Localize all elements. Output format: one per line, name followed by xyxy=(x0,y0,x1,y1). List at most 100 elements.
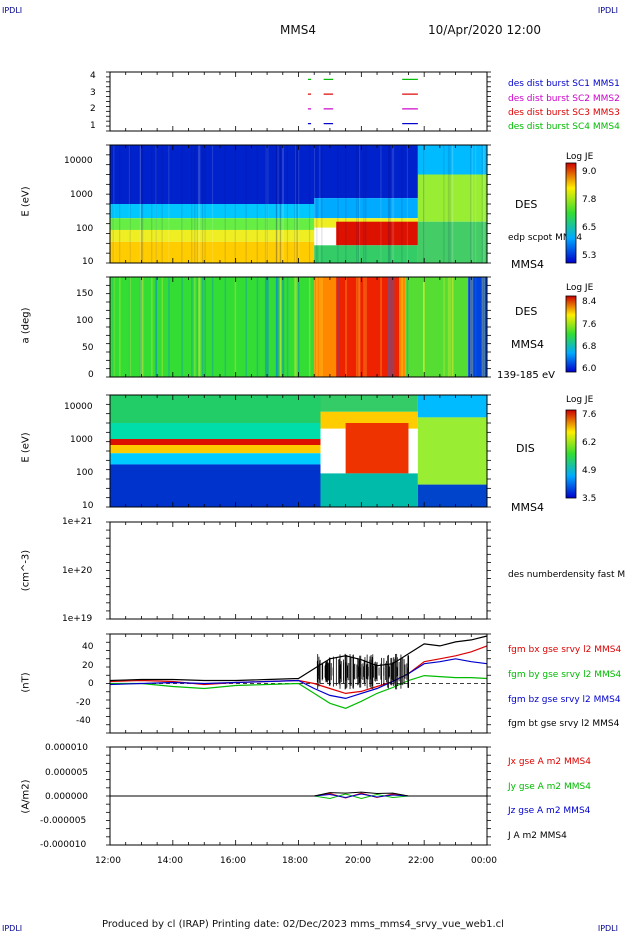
des-pa-stripe-14 xyxy=(140,277,142,377)
current-legend-jy: Jy gse A m2 MMS4 xyxy=(508,782,591,792)
avail-legend-sc2: des dist burst SC2 MMS2 xyxy=(508,94,620,104)
dis-e-band-3 xyxy=(110,453,321,465)
des-pa-stripe-15 xyxy=(443,277,445,377)
des-pa-stripe-16 xyxy=(337,277,339,377)
des-e-title: DES xyxy=(515,198,538,211)
current-ytick-10: 0.000010 xyxy=(45,743,88,753)
dis-e-band-0 xyxy=(110,395,321,423)
avail-legend-sc3: des dist burst SC3 MMS3 xyxy=(508,108,620,118)
dis-e-ytick-100: 100 xyxy=(76,468,94,478)
des-e-stripe-68 xyxy=(471,145,473,263)
des-e-stripe-1 xyxy=(201,145,204,263)
corner-label-tl: IPDLI xyxy=(2,6,23,15)
current-series-j xyxy=(110,791,487,797)
des-pa-stripe-26 xyxy=(391,277,394,377)
dis-e-cbar-title: Log JE xyxy=(566,395,594,405)
current-ytick-5: 0.000005 xyxy=(45,768,88,778)
des-pa-stripe-28 xyxy=(191,277,193,377)
des-pa-stripe-25 xyxy=(475,277,477,377)
des-e-ytick-1000: 1000 xyxy=(70,190,93,200)
des-e-band-11 xyxy=(417,174,487,222)
field-ytick-0: 0 xyxy=(88,679,94,689)
des-e-stripe-19 xyxy=(265,145,267,263)
des-pa-stripe-49 xyxy=(245,277,247,377)
des-e-sc-label: MMS4 xyxy=(511,258,544,271)
des-pa-stripe-58 xyxy=(406,277,409,377)
des-pa-cbar-tick-3: 6.0 xyxy=(582,364,597,374)
des-e-stripe-7 xyxy=(128,145,131,263)
density-frame xyxy=(109,521,488,620)
des-e-stripe-27 xyxy=(119,145,121,263)
des-e-band-3 xyxy=(110,229,315,242)
avail-legend-sc1: des dist burst SC1 MMS1 xyxy=(508,79,620,89)
des-pa-stripe-7 xyxy=(128,277,131,377)
dis-e-ytick-1000: 1000 xyxy=(70,435,93,445)
des-e-stripe-65 xyxy=(483,145,485,263)
des-e-stripe-71 xyxy=(452,145,454,263)
des-pa-stripe-13 xyxy=(401,277,403,377)
des-pa-stripe-78 xyxy=(449,277,451,377)
des-e-ytick-10: 10 xyxy=(82,257,94,267)
des-pa-stripe-37 xyxy=(423,277,425,377)
des-pa-stripe-3 xyxy=(264,277,267,377)
des-e-stripe-61 xyxy=(319,145,321,263)
des-e-stripe-56 xyxy=(282,145,285,263)
des-e-stripe-59 xyxy=(483,145,485,263)
field-ytick-40: 40 xyxy=(82,642,94,652)
des-e-stripe-15 xyxy=(443,145,445,263)
dis-e-band-5 xyxy=(320,395,418,412)
dis-e-cbar-tick-0: 7.6 xyxy=(582,410,597,420)
des-pa-stripe-79 xyxy=(194,277,196,377)
corner-label-bl: IPDLI xyxy=(2,924,23,933)
des-pa-stripe-2 xyxy=(139,277,142,377)
dis-e-band-11 xyxy=(417,484,487,507)
des-e-stripe-54 xyxy=(155,145,157,263)
field-ytick-m20: -20 xyxy=(76,698,91,708)
des-pa-stripe-73 xyxy=(267,277,269,377)
des-e-stripe-39 xyxy=(423,145,425,263)
avail-frame xyxy=(109,71,488,132)
dis-e-band-9 xyxy=(417,395,487,418)
time-tick-2000: 20:00 xyxy=(345,856,371,866)
des-e-stripe-78 xyxy=(449,145,451,263)
des-e-stripe-2 xyxy=(139,145,141,263)
dis-e-cbar-tick-2: 4.9 xyxy=(582,466,597,476)
des-pa-stripe-41 xyxy=(294,277,296,377)
des-pa-stripe-6 xyxy=(321,277,323,377)
field-ytick-m40: -40 xyxy=(76,716,91,726)
des-e-band-6 xyxy=(314,198,418,219)
dis-e-colorbar xyxy=(565,409,577,499)
current-legend-jx: Jx gse A m2 MMS4 xyxy=(508,757,591,767)
des-pa-ytick-100: 100 xyxy=(76,316,94,326)
des-pa-band-3 xyxy=(405,277,469,377)
corner-label-tr: IPDLI xyxy=(597,6,618,15)
dis-e-ytick-10: 10 xyxy=(82,501,94,511)
des-e-band-9 xyxy=(314,245,418,263)
dis-e-band-1 xyxy=(110,423,321,440)
des-pa-stripe-47 xyxy=(388,277,391,377)
des-e-stripe-75 xyxy=(204,145,206,263)
des-e-stripe-36 xyxy=(358,145,361,263)
des-e-stripe-60 xyxy=(275,145,278,263)
des-e-stripe-57 xyxy=(266,145,268,263)
des-e-band-5 xyxy=(314,145,418,199)
des-pa-colorbar xyxy=(565,295,577,373)
des-pa-stripe-45 xyxy=(151,277,153,377)
des-e-stripe-38 xyxy=(140,145,143,263)
des-pa-stripe-0 xyxy=(294,277,297,377)
des-pa-stripe-68 xyxy=(471,277,474,377)
des-e-stripe-53 xyxy=(451,145,453,263)
des-pa-stripe-74 xyxy=(142,277,144,377)
des-pa-stripe-51 xyxy=(224,277,227,377)
current-ytick-m10: -0.000010 xyxy=(40,840,87,850)
des-pa-stripe-12 xyxy=(316,277,318,377)
des-pa-stripe-39 xyxy=(423,277,425,377)
des-e-ytick-10000: 10000 xyxy=(64,156,93,166)
des-pa-ytick-0: 0 xyxy=(88,370,94,380)
des-e-stripe-12 xyxy=(316,145,318,263)
current-ytick-0: 0.000000 xyxy=(45,792,88,802)
field-legend-bt: fgm bt gse srvy l2 MMS4 xyxy=(508,719,620,729)
des-e-band-0 xyxy=(110,145,315,204)
current-legend-j: J A m2 MMS4 xyxy=(508,831,567,841)
